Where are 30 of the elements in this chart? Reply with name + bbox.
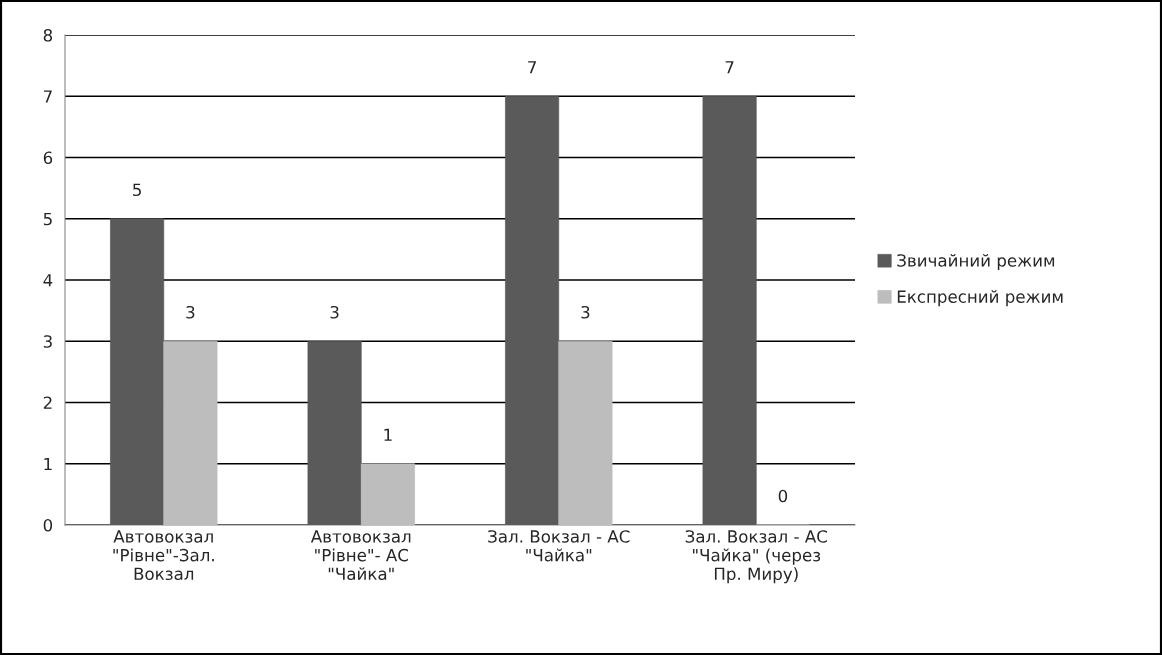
legend-label: Експресний режим: [897, 290, 1063, 307]
x-tick-label: Зал. Вокзал - АС "Чайка" (через Пр. Миру): [685, 530, 827, 584]
data-label: 7: [528, 61, 536, 74]
bar: [702, 95, 757, 525]
y-tick-label: 0: [43, 518, 53, 532]
bar: [110, 218, 165, 525]
x-tick-label: Автовокзал "Рівне"- АС "Чайка": [310, 530, 411, 581]
y-tick-label: 8: [43, 28, 53, 42]
bar: [360, 463, 415, 525]
y-tick-label: 1: [44, 457, 52, 471]
data-label: 5: [133, 183, 141, 197]
bar: [505, 95, 560, 525]
y-tick-label: 3: [43, 335, 52, 348]
x-tick-label: Автовокзал "Рівне"-Зал. Вокзал: [113, 530, 214, 581]
bar: [163, 340, 218, 525]
y-tick-label: 4: [43, 274, 53, 287]
x-tick-label: Зал. Вокзал - АС "Чайка": [488, 530, 630, 562]
data-label: 3: [581, 305, 590, 319]
data-label: 3: [330, 305, 339, 319]
y-tick-label: 2: [43, 396, 52, 409]
data-label: 0: [778, 489, 788, 503]
legend-label: Звичайний режим: [897, 253, 1055, 270]
y-tick-label: 5: [43, 212, 52, 226]
y-tick-label: 6: [43, 151, 53, 165]
bar: [558, 340, 613, 525]
data-label: 7: [725, 61, 734, 74]
bar: [307, 340, 362, 525]
y-tick-label: 7: [43, 90, 52, 103]
data-label: 3: [186, 305, 195, 319]
data-label: 1: [384, 428, 392, 441]
